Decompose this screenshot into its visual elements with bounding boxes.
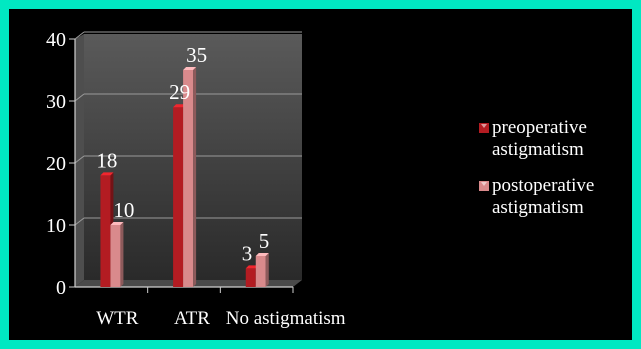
gridline-side-40	[74, 31, 85, 40]
x-category-label-0: WTR	[96, 308, 139, 329]
category-labels: WTR ATR No astigmatism	[96, 308, 346, 329]
bar-top	[183, 67, 197, 70]
legend-entry-postoperative: postoperative astigmatism	[479, 175, 641, 219]
bar-front	[100, 175, 111, 287]
bar-top	[110, 222, 124, 225]
data-label-preoperative-1: 29	[169, 80, 190, 104]
legend: preoperative astigmatism postoperative a…	[479, 117, 641, 233]
gridline-side-10	[74, 217, 85, 226]
y-tick-label-30: 30	[46, 91, 66, 113]
bar-top	[245, 265, 259, 269]
plot-side-wall	[75, 34, 84, 287]
y-tick-label-10: 10	[46, 215, 66, 237]
bar-front	[173, 107, 184, 287]
bars	[100, 67, 269, 287]
legend-label-postoperative: postoperative astigmatism	[492, 175, 595, 218]
bar-front	[110, 225, 121, 287]
gridline-side-30	[74, 93, 85, 102]
y-tick-label-40: 40	[46, 29, 66, 51]
legend-label-preoperative: preoperative astigmatism	[492, 117, 587, 160]
y-tick-label-0: 0	[56, 277, 66, 299]
bar-top	[173, 104, 187, 108]
legend-entry-preoperative: preoperative astigmatism	[479, 117, 641, 161]
bar-postoperative-wtr	[110, 222, 124, 287]
bar-side	[265, 253, 269, 287]
bar-chart: 0 10 20 30 40 18 10 29 35 35 WTR ATR No astigmatis…	[46, 29, 346, 329]
data-label-postoperative-1: 35	[186, 43, 207, 67]
legend-swatch-preoperative	[479, 123, 489, 133]
data-label-preoperative-0: 18	[96, 148, 117, 172]
x-category-label-2: No astigmatism	[226, 308, 346, 329]
bar-side	[120, 222, 124, 287]
chart-frame: 0 10 20 30 40 18 10 29 35 3 5 WTR ATR No astigmatis…	[9, 9, 632, 340]
bar-postoperative-no-astigmatism	[255, 253, 269, 287]
bar-top	[255, 253, 269, 256]
legend-swatch-postoperative	[479, 181, 489, 191]
data-label-postoperative-2: 5	[259, 229, 270, 253]
data-label-postoperative-0: 10	[113, 198, 134, 222]
data-label-preoperative-2: 3	[242, 241, 253, 265]
bar-top	[100, 172, 114, 176]
gridline-side-20	[74, 155, 85, 164]
bar-front	[183, 70, 194, 287]
bar-postoperative-atr	[183, 67, 197, 287]
bar-front	[255, 256, 266, 287]
y-tick-label-20: 20	[46, 153, 66, 175]
x-category-label-1: ATR	[174, 308, 210, 329]
bar-side	[193, 67, 197, 287]
y-tick-labels: 0 10 20 30 40	[46, 29, 66, 299]
data-labels: 18 10 29 35 35	[96, 43, 269, 265]
bar-front	[245, 268, 256, 287]
